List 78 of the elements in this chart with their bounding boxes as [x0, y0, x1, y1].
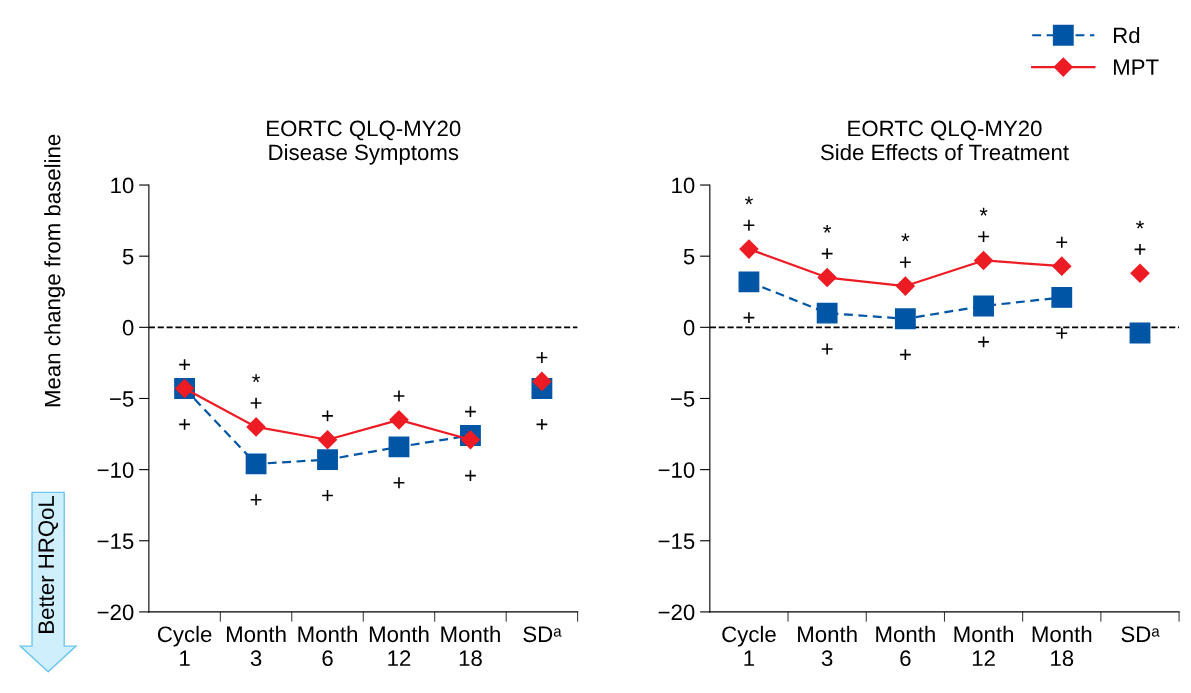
annotation: +	[393, 390, 405, 402]
annotation: *	[252, 374, 261, 383]
y-tick-label: 10	[111, 177, 134, 194]
annotation: +	[1056, 236, 1068, 248]
point	[389, 410, 409, 430]
annotation: +	[393, 477, 405, 489]
y-tick-label: −5	[671, 391, 695, 407]
x-tick-label: Month 12	[369, 625, 429, 666]
annotation: +	[322, 490, 333, 501]
point	[739, 239, 759, 259]
point	[817, 267, 837, 288]
x-tick-label: SDᵃ	[1121, 626, 1160, 643]
x-tick-label: SDᵃ	[523, 626, 562, 643]
x-tick-label: Month 12	[954, 625, 1014, 666]
annotation: +	[179, 359, 190, 371]
point	[895, 276, 915, 296]
point	[738, 271, 760, 293]
y-tick-label: 5	[122, 248, 134, 265]
y-tick-label: −15	[97, 533, 134, 550]
annotation: +	[179, 418, 190, 430]
annotation: +	[899, 349, 911, 361]
annotation: +	[536, 418, 548, 430]
y-tick-label: 0	[683, 319, 695, 336]
annotation: +	[250, 494, 262, 506]
y-tick-label: −10	[97, 462, 134, 478]
annotation: +	[821, 248, 833, 260]
y-tick-label: −20	[658, 604, 695, 621]
x-tick-label: Month 3	[798, 625, 857, 667]
annotation: *	[979, 207, 988, 216]
annotation: +	[322, 410, 333, 422]
point	[816, 302, 838, 324]
annotation: +	[536, 352, 548, 363]
annotation: +	[821, 343, 833, 355]
y-tick-label: −15	[658, 533, 695, 550]
x-tick-label: Cycle 1	[722, 625, 776, 666]
x-tick-label: Month 18	[1032, 625, 1092, 667]
annotation: +	[1134, 243, 1146, 255]
point	[1052, 256, 1072, 276]
chart-title: EORTC QLQ-MY20 Disease Symptoms	[267, 120, 461, 165]
y-tick-label: 5	[683, 248, 695, 265]
x-tick-label: Month 6	[876, 625, 935, 667]
annotation: +	[743, 219, 755, 231]
point	[973, 295, 994, 317]
annotation: +	[250, 397, 262, 409]
x-tick-label: Month 3	[227, 625, 286, 667]
y-axis-title: Mean change from baseline	[44, 134, 65, 407]
point	[460, 430, 480, 450]
annotation: +	[1056, 327, 1068, 339]
legend-label: MPT	[1114, 59, 1159, 75]
point	[388, 436, 410, 458]
point	[894, 308, 916, 330]
point	[245, 453, 267, 475]
x-tick-label: Month 6	[298, 625, 357, 667]
annotation: *	[744, 196, 753, 205]
annotation: +	[899, 256, 911, 268]
point	[246, 417, 266, 437]
annotation: +	[465, 470, 476, 482]
annotation: *	[1136, 220, 1144, 229]
annotation: +	[743, 312, 755, 324]
annotation: +	[465, 406, 476, 418]
annotation: *	[901, 233, 910, 242]
y-tick-label: 10	[672, 177, 695, 194]
point	[1051, 287, 1073, 308]
y-tick-label: −5	[110, 391, 134, 407]
y-tick-label: −20	[97, 604, 134, 621]
x-tick-label: Cycle 1	[157, 625, 212, 666]
chart-title: EORTC QLQ-MY20 Side Effects of Treatment	[820, 120, 1069, 161]
point	[974, 250, 994, 270]
legend-label: Rd	[1114, 26, 1140, 44]
annotation: *	[823, 224, 832, 233]
y-tick-label: −10	[658, 462, 695, 478]
annotation: +	[978, 231, 989, 243]
point	[317, 430, 338, 450]
point	[317, 449, 338, 471]
y-tick-label: 0	[122, 319, 134, 336]
text: Better HRQoL	[38, 495, 59, 633]
annotation: +	[978, 336, 989, 348]
x-tick-label: Month 18	[441, 625, 500, 667]
